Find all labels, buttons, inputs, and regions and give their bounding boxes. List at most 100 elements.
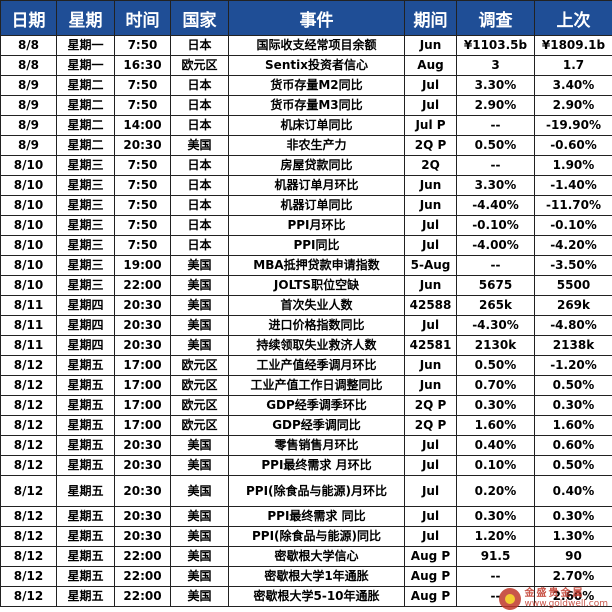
weekday-cell: 星期三 [56, 275, 115, 296]
country-cell: 美国 [170, 275, 229, 296]
table-row: 8/10 星期三 7:50 日本 机器订单同比 Jun -4.40% -11.70% [0, 195, 612, 216]
country-cell: 美国 [170, 335, 229, 356]
survey-cell: 5675 [456, 275, 535, 296]
weekday-cell: 星期四 [56, 295, 115, 316]
period-cell: Jul [404, 95, 457, 116]
date-cell: 8/10 [0, 255, 57, 276]
date-cell: 8/11 [0, 335, 57, 356]
table-row: 8/12 星期五 17:00 欧元区 工业产值工作日调整同比 Jun 0.70% 0.50% [0, 375, 612, 396]
prior-cell: 269k [534, 295, 612, 316]
event-cell: PPI(除食品与能源)月环比 [228, 475, 405, 507]
date-cell: 8/12 [0, 546, 57, 567]
header-date: 日期 [0, 0, 57, 36]
date-cell: 8/10 [0, 195, 57, 216]
survey-cell: 2.90% [456, 95, 535, 116]
table-row: 8/12 星期五 17:00 欧元区 工业产值经季调月环比 Jun 0.50% -1.20% [0, 355, 612, 376]
time-cell: 7:50 [114, 235, 171, 256]
date-cell: 8/10 [0, 235, 57, 256]
prior-cell: 2.60% [534, 586, 612, 607]
prior-cell: 1.30% [534, 526, 612, 547]
weekday-cell: 星期五 [56, 526, 115, 547]
period-cell: Jul [404, 475, 457, 507]
country-cell: 美国 [170, 506, 229, 527]
table-row: 8/9 星期二 7:50 日本 货币存量M2同比 Jul 3.30% 3.40% [0, 75, 612, 96]
weekday-cell: 星期一 [56, 35, 115, 56]
table-row: 8/12 星期五 22:00 美国 密歇根大学信心 Aug P 91.5 90 [0, 546, 612, 567]
country-cell: 美国 [170, 135, 229, 156]
survey-cell: 1.60% [456, 415, 535, 436]
date-cell: 8/12 [0, 435, 57, 456]
time-cell: 20:30 [114, 455, 171, 476]
event-cell: GDP经季调季环比 [228, 395, 405, 416]
survey-cell: 1.20% [456, 526, 535, 547]
event-cell: 机器订单月环比 [228, 175, 405, 196]
period-cell: 2Q P [404, 415, 457, 436]
prior-cell: 0.50% [534, 455, 612, 476]
prior-cell: -19.90% [534, 115, 612, 136]
time-cell: 14:00 [114, 115, 171, 136]
period-cell: Jul [404, 215, 457, 236]
prior-cell: 0.50% [534, 375, 612, 396]
time-cell: 7:50 [114, 35, 171, 56]
event-cell: 工业产值工作日调整同比 [228, 375, 405, 396]
date-cell: 8/12 [0, 395, 57, 416]
header-country: 国家 [170, 0, 229, 36]
period-cell: Jul [404, 526, 457, 547]
weekday-cell: 星期二 [56, 95, 115, 116]
period-cell: Aug P [404, 566, 457, 587]
table-row: 8/12 星期五 17:00 欧元区 GDP经季调季环比 2Q P 0.30% 0.30% [0, 395, 612, 416]
prior-cell: 0.60% [534, 435, 612, 456]
time-cell: 16:30 [114, 55, 171, 76]
event-cell: 首次失业人数 [228, 295, 405, 316]
country-cell: 日本 [170, 195, 229, 216]
country-cell: 日本 [170, 235, 229, 256]
header-prior: 上次 [534, 0, 612, 36]
time-cell: 7:50 [114, 75, 171, 96]
prior-cell: -4.80% [534, 315, 612, 336]
table-row: 8/12 星期五 17:00 欧元区 GDP经季调同比 2Q P 1.60% 1.60% [0, 415, 612, 436]
prior-cell: 2138k [534, 335, 612, 356]
prior-cell: -1.40% [534, 175, 612, 196]
survey-cell: -- [456, 586, 535, 607]
time-cell: 17:00 [114, 355, 171, 376]
prior-cell: 2.90% [534, 95, 612, 116]
date-cell: 8/12 [0, 475, 57, 507]
time-cell: 20:30 [114, 435, 171, 456]
survey-cell: -4.30% [456, 315, 535, 336]
country-cell: 日本 [170, 95, 229, 116]
table-row: 8/10 星期三 22:00 美国 JOLTS职位空缺 Jun 5675 5500 [0, 275, 612, 296]
prior-cell: -3.50% [534, 255, 612, 276]
country-cell: 日本 [170, 35, 229, 56]
prior-cell: 1.7 [534, 55, 612, 76]
date-cell: 8/11 [0, 295, 57, 316]
survey-cell: 2130k [456, 335, 535, 356]
survey-cell: ¥1103.5b [456, 35, 535, 56]
table-row: 8/12 星期五 20:30 美国 PPI最终需求 同比 Jul 0.30% 0.30% [0, 506, 612, 527]
period-cell: Jul P [404, 115, 457, 136]
period-cell: 5-Aug [404, 255, 457, 276]
time-cell: 20:30 [114, 475, 171, 507]
event-cell: PPI(除食品与能源)同比 [228, 526, 405, 547]
event-cell: 密歇根大学1年通胀 [228, 566, 405, 587]
survey-cell: -4.40% [456, 195, 535, 216]
weekday-cell: 星期二 [56, 115, 115, 136]
event-cell: 密歇根大学5-10年通胀 [228, 586, 405, 607]
weekday-cell: 星期三 [56, 255, 115, 276]
header-time: 时间 [114, 0, 171, 36]
event-cell: GDP经季调同比 [228, 415, 405, 436]
weekday-cell: 星期四 [56, 315, 115, 336]
event-cell: 货币存量M2同比 [228, 75, 405, 96]
time-cell: 20:30 [114, 315, 171, 336]
prior-cell: 1.90% [534, 155, 612, 176]
period-cell: Jun [404, 275, 457, 296]
survey-cell: -- [456, 155, 535, 176]
time-cell: 22:00 [114, 546, 171, 567]
time-cell: 17:00 [114, 415, 171, 436]
period-cell: 2Q P [404, 395, 457, 416]
header-event: 事件 [228, 0, 405, 36]
time-cell: 22:00 [114, 566, 171, 587]
date-cell: 8/12 [0, 355, 57, 376]
event-cell: PPI同比 [228, 235, 405, 256]
country-cell: 美国 [170, 546, 229, 567]
time-cell: 20:30 [114, 135, 171, 156]
